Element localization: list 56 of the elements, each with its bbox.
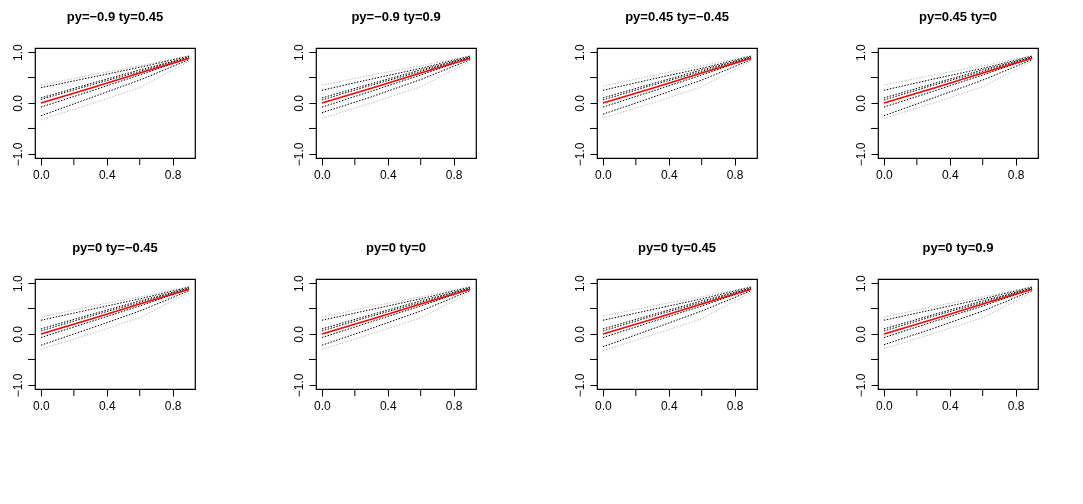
x-tick-label: 0.4 <box>941 167 959 182</box>
x-tick-label: 0.8 <box>726 167 744 182</box>
chart-title: py=0 ty=0.9 <box>922 239 994 255</box>
y-tick-label: 0.0 <box>10 325 25 343</box>
y-tick-label: 1.0 <box>572 43 587 61</box>
x-tick-label: 0.4 <box>660 167 678 182</box>
y-tick-label: 0.0 <box>572 325 587 343</box>
y-tick-label: −1.0 <box>10 142 25 167</box>
x-tick-label: 0.8 <box>445 398 463 413</box>
y-tick-label: −1.0 <box>853 142 868 167</box>
x-tick-label: 0.8 <box>1007 167 1025 182</box>
y-tick-label: −1.0 <box>10 373 25 398</box>
chart-title: py=0 ty=−0.45 <box>72 239 158 255</box>
x-tick-label: 0.8 <box>1007 398 1025 413</box>
y-tick-label: −1.0 <box>291 142 306 167</box>
y-tick-label: −1.0 <box>853 373 868 398</box>
chart-title: py=0.45 ty=0 <box>918 8 998 24</box>
y-tick-label: 1.0 <box>291 274 306 292</box>
y-tick-label: 0.0 <box>853 94 868 112</box>
y-tick-label: 1.0 <box>291 43 306 61</box>
x-tick-label: 0.8 <box>164 167 182 182</box>
chart-title: py=0 ty=0 <box>366 239 426 255</box>
y-tick-label: −1.0 <box>291 373 306 398</box>
y-tick-label: 0.0 <box>291 325 306 343</box>
y-tick-label: 1.0 <box>10 274 25 292</box>
chart-title: py=0.45 ty=−0.45 <box>625 8 729 24</box>
y-tick-label: 0.0 <box>10 94 25 112</box>
x-tick-label: 0.0 <box>314 398 332 413</box>
x-tick-label: 0.0 <box>33 398 51 413</box>
y-tick-label: 1.0 <box>10 43 25 61</box>
y-tick-label: −1.0 <box>572 373 587 398</box>
y-tick-label: 1.0 <box>853 43 868 61</box>
y-tick-label: 1.0 <box>572 274 587 292</box>
x-tick-label: 0.4 <box>379 398 397 413</box>
y-tick-label: 0.0 <box>853 325 868 343</box>
x-tick-label: 0.8 <box>164 398 182 413</box>
x-tick-label: 0.0 <box>595 167 613 182</box>
x-tick-label: 0.0 <box>595 398 613 413</box>
x-tick-label: 0.4 <box>98 167 116 182</box>
x-tick-label: 0.4 <box>660 398 678 413</box>
x-tick-label: 0.8 <box>726 398 744 413</box>
y-tick-label: −1.0 <box>572 142 587 167</box>
x-tick-label: 0.4 <box>98 398 116 413</box>
chart-title: py=−0.9 ty=0.45 <box>66 8 164 24</box>
y-tick-label: 1.0 <box>853 274 868 292</box>
y-tick-label: 0.0 <box>291 94 306 112</box>
x-tick-label: 0.4 <box>379 167 397 182</box>
x-tick-label: 0.0 <box>33 167 51 182</box>
x-tick-label: 0.4 <box>941 398 959 413</box>
x-tick-label: 0.0 <box>314 167 332 182</box>
x-tick-label: 0.0 <box>876 167 894 182</box>
x-tick-label: 0.8 <box>445 167 463 182</box>
chart-title: py=0 ty=0.45 <box>637 239 717 255</box>
x-tick-label: 0.0 <box>876 398 894 413</box>
chart-title: py=−0.9 ty=0.9 <box>351 8 441 24</box>
y-tick-label: 0.0 <box>572 94 587 112</box>
